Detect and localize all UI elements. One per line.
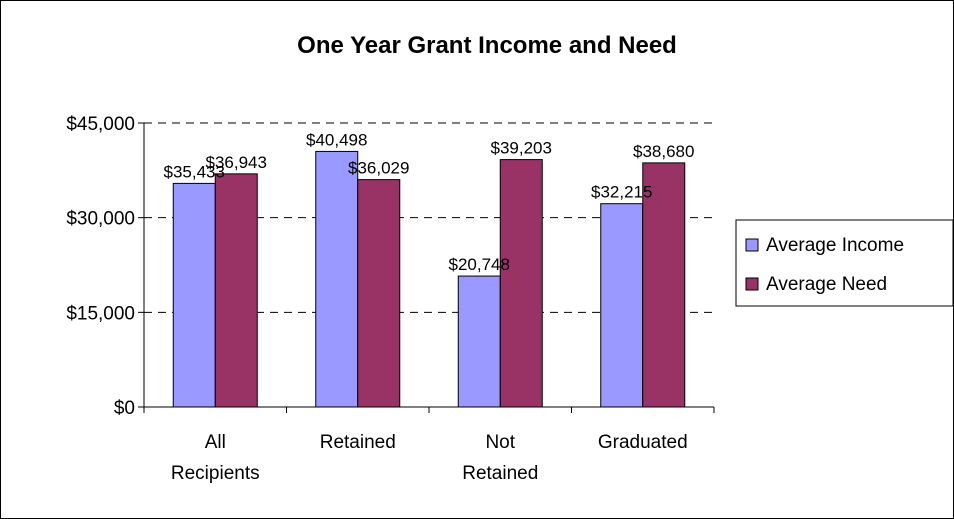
x-tick-label: Retained — [320, 432, 396, 453]
x-tick-label: Retained — [462, 463, 538, 484]
legend: Average Income Average Need — [735, 219, 953, 307]
data-label: $40,498 — [306, 130, 367, 149]
bar — [499, 159, 543, 408]
legend-swatch — [745, 238, 759, 252]
bar — [457, 275, 501, 408]
data-label: $39,203 — [491, 139, 552, 158]
y-tick-label: $30,000 — [66, 209, 135, 230]
bar — [315, 150, 359, 408]
legend-swatch — [745, 277, 759, 291]
data-labels: $35,433 $40,498 $20,748 $32,215 $36,943 $36,0… — [164, 130, 695, 274]
data-label: $35,433 — [164, 162, 225, 181]
gridlines — [144, 122, 714, 313]
y-tick-label: $45,000 — [66, 114, 135, 135]
x-tick-label: Not — [485, 432, 515, 453]
bar — [642, 162, 686, 408]
legend-label: Average Income — [766, 235, 904, 256]
legend-box — [735, 219, 953, 307]
bar — [600, 203, 644, 408]
x-tick-label: Graduated — [598, 432, 688, 453]
bar — [172, 182, 216, 408]
bar — [357, 179, 401, 408]
x-tick-label: All — [205, 432, 226, 453]
chart-title: One Year Grant Income and Need — [297, 32, 677, 59]
axes: $0 $15,000 $30,000 $45,000 All Recipients Reta… — [66, 114, 715, 484]
x-tick-label: Recipients — [171, 463, 260, 484]
data-label: $36,943 — [206, 153, 267, 172]
y-tick-label: $15,000 — [66, 303, 135, 324]
data-label: $32,215 — [591, 183, 652, 202]
data-label: $38,680 — [633, 142, 694, 161]
data-label: $36,029 — [348, 159, 409, 178]
bars — [172, 150, 686, 408]
data-label: $20,748 — [449, 255, 510, 274]
legend-label: Average Need — [766, 274, 887, 295]
bar — [214, 173, 258, 408]
y-tick-label: $0 — [114, 398, 135, 419]
